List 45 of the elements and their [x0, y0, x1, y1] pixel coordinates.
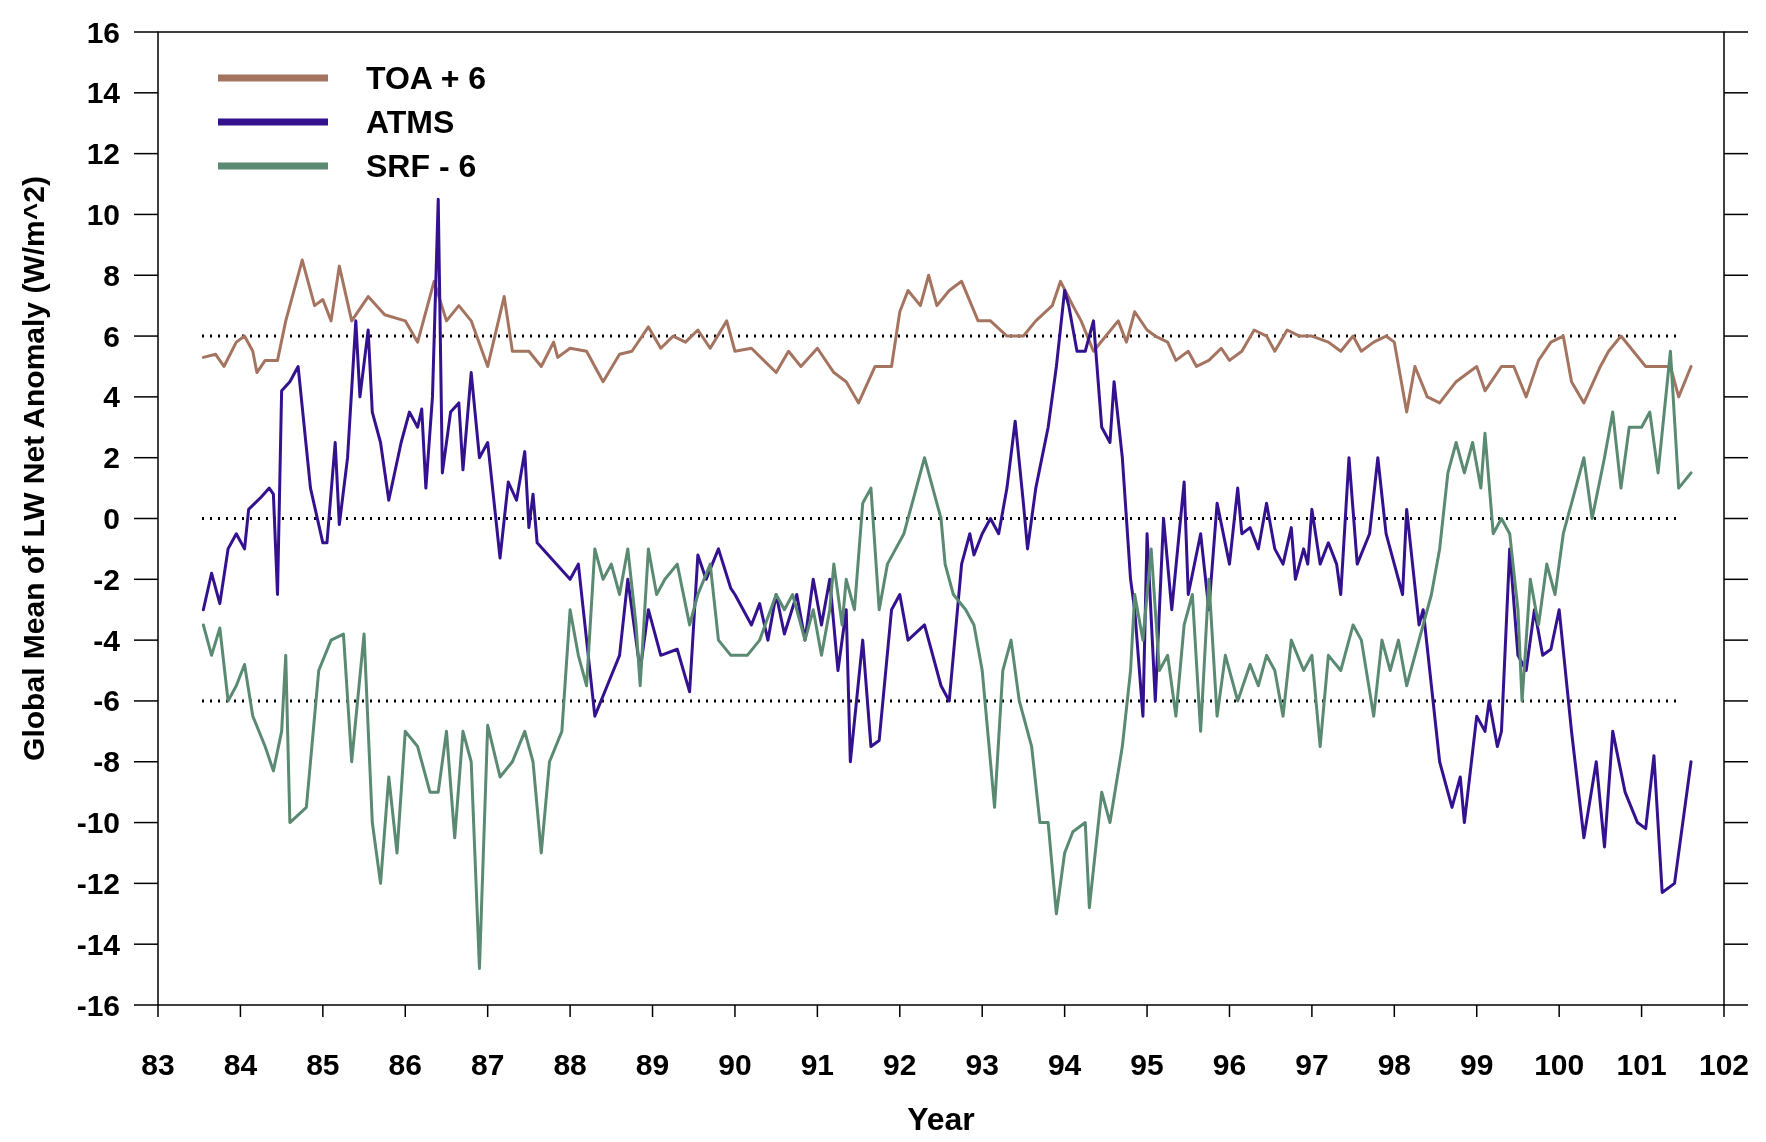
y-tick-label: 12 — [86, 137, 120, 171]
legend-label: TOA + 6 — [366, 60, 487, 97]
x-tick-label: 92 — [883, 1048, 917, 1081]
y-tick-label: -6 — [93, 684, 120, 718]
x-tick-label: 93 — [965, 1048, 999, 1081]
x-tick-label: 99 — [1460, 1048, 1494, 1081]
y-tick-label: 16 — [86, 15, 120, 49]
x-tick-label: 89 — [635, 1048, 670, 1081]
x-tick-label: 91 — [800, 1048, 835, 1081]
y-axis-title: Global Mean of LW Net Anomaly (W/m^2) — [17, 176, 50, 761]
x-tick-label: 96 — [1212, 1048, 1247, 1081]
y-tick-label: -4 — [93, 623, 121, 657]
x-tick-label: 100 — [1534, 1048, 1585, 1081]
legend-label: SRF - 6 — [366, 148, 477, 185]
x-tick-label: 85 — [306, 1048, 340, 1081]
y-tick-label: 4 — [103, 380, 121, 414]
y-tick-label: 14 — [86, 76, 121, 110]
y-tick-label: -16 — [76, 988, 120, 1022]
y-tick-label: 0 — [103, 502, 120, 535]
x-tick-label: 83 — [141, 1048, 175, 1081]
line-series — [201, 349, 1693, 971]
x-tick-label: 97 — [1295, 1048, 1329, 1081]
y-tick-label: 10 — [86, 197, 120, 231]
y-tick-label: -14 — [76, 927, 121, 961]
x-tick-label: 87 — [471, 1048, 505, 1081]
x-tick-label: 86 — [388, 1048, 422, 1081]
y-tick-label: 8 — [103, 258, 120, 292]
y-tick-label: -8 — [93, 745, 120, 779]
y-tick-label: -12 — [76, 866, 120, 900]
x-tick-label: 98 — [1377, 1048, 1411, 1081]
y-tick-label: -10 — [76, 806, 120, 840]
y-tick-label: 6 — [103, 319, 120, 353]
x-tick-label: 84 — [223, 1048, 258, 1081]
x-tick-label: 94 — [1047, 1048, 1082, 1081]
line-series — [201, 197, 1693, 894]
y-tick-label: -2 — [93, 562, 120, 596]
x-tick-label: 95 — [1130, 1048, 1164, 1081]
x-axis-title: Year — [907, 1101, 975, 1137]
legend-label: ATMS — [366, 104, 455, 141]
x-tick-label: 90 — [718, 1048, 752, 1081]
x-tick-label: 102 — [1698, 1048, 1750, 1081]
y-tick-label: 2 — [103, 441, 120, 475]
x-tick-label: 88 — [553, 1048, 587, 1081]
line-series — [201, 258, 1693, 414]
x-tick-label: 101 — [1616, 1048, 1667, 1081]
